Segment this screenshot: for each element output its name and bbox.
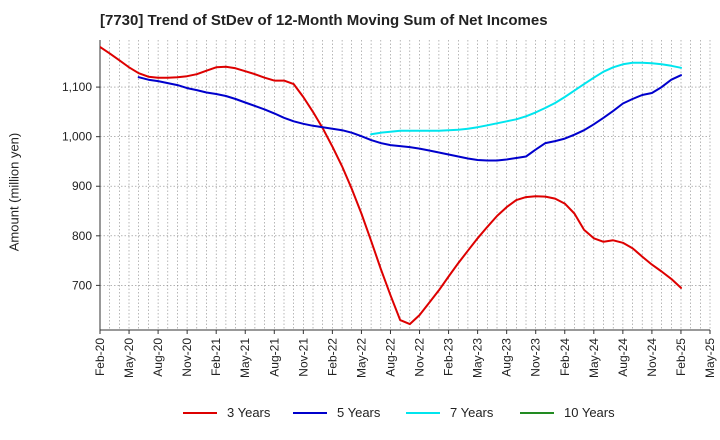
y-tick-label: 1,100 <box>62 80 92 94</box>
x-tick-label: Feb-25 <box>674 338 688 376</box>
legend-swatch-5-years <box>293 411 327 414</box>
x-tick-label: May-20 <box>122 338 136 378</box>
legend-swatch-7-years <box>406 411 440 414</box>
x-tick-label: May-24 <box>587 338 601 378</box>
y-tick-label: 800 <box>72 229 92 243</box>
x-tick-label: Nov-24 <box>645 338 659 377</box>
series-line-3-years <box>100 45 682 326</box>
x-tick-label: Aug-21 <box>267 338 281 377</box>
x-tick-label: May-23 <box>471 338 485 378</box>
x-tick-label: Nov-20 <box>180 338 194 377</box>
x-tick-label: Aug-23 <box>500 338 514 377</box>
legend-swatch-3-years <box>183 411 217 414</box>
legend-item-5-years: 5 Years <box>293 405 380 420</box>
x-tick-label: Nov-21 <box>296 338 310 377</box>
legend-swatch-10-years <box>520 411 554 414</box>
x-tick-label: Feb-23 <box>442 338 456 376</box>
x-tick-label: Aug-24 <box>616 338 630 377</box>
x-tick-label: May-25 <box>703 338 717 378</box>
series-line-7-years <box>370 61 682 136</box>
x-tick-label: Feb-20 <box>93 338 107 376</box>
legend-item-7-years: 7 Years <box>406 405 493 420</box>
x-tick-label: Aug-20 <box>151 338 165 377</box>
legend-item-3-years: 3 Years <box>183 405 270 420</box>
x-tick-label: Feb-22 <box>325 338 339 376</box>
legend-label-3-years: 3 Years <box>227 405 271 420</box>
legend-label-5-years: 5 Years <box>337 405 381 420</box>
y-tick-label: 1,000 <box>62 130 92 144</box>
legend-label-10-years: 10 Years <box>564 405 615 420</box>
plot-area <box>100 40 710 330</box>
series-line-5-years <box>137 74 682 162</box>
legend-label-7-years: 7 Years <box>450 405 494 420</box>
x-tick-label: May-21 <box>238 338 252 378</box>
x-tick-label: Feb-24 <box>558 338 572 376</box>
legend-item-10-years: 10 Years <box>520 405 615 420</box>
y-tick-label: 900 <box>72 179 92 193</box>
x-tick-label: May-22 <box>354 338 368 378</box>
chart-title: [7730] Trend of StDev of 12-Month Moving… <box>100 12 548 29</box>
x-tick-label: Nov-23 <box>529 338 543 377</box>
x-tick-label: Feb-21 <box>209 338 223 376</box>
legend: 3 Years 5 Years 7 Years 10 Years <box>0 405 720 425</box>
y-tick-label: 700 <box>72 278 92 292</box>
x-tick-label: Aug-22 <box>383 338 397 377</box>
x-tick-label: Nov-22 <box>413 338 427 377</box>
